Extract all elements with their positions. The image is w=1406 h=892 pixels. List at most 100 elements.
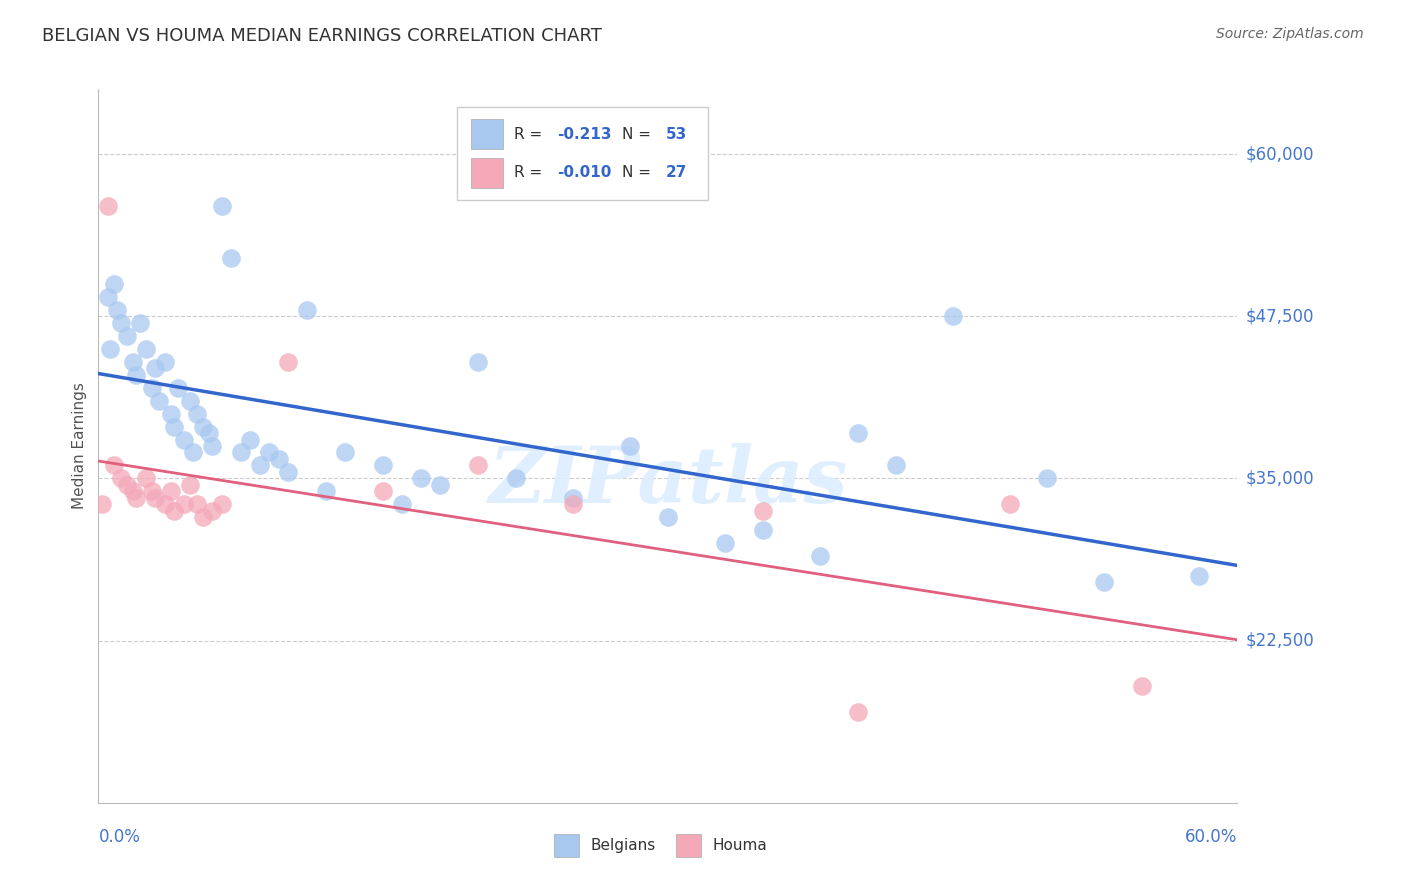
Point bbox=[97, 199, 120, 213]
Point bbox=[121, 484, 143, 499]
Point bbox=[1094, 575, 1116, 590]
Point bbox=[115, 328, 138, 343]
Point bbox=[201, 504, 224, 518]
Text: $47,500: $47,500 bbox=[1246, 307, 1315, 326]
Text: Belgians: Belgians bbox=[591, 838, 655, 853]
Point bbox=[91, 497, 114, 511]
Text: -0.213: -0.213 bbox=[557, 127, 612, 142]
Point bbox=[267, 452, 290, 467]
Point bbox=[153, 497, 176, 511]
Text: R =: R = bbox=[515, 165, 547, 180]
Point bbox=[163, 419, 186, 434]
Point bbox=[562, 491, 585, 505]
Point bbox=[110, 471, 132, 485]
Point bbox=[186, 407, 208, 421]
Point bbox=[1036, 471, 1059, 485]
Point bbox=[129, 316, 152, 330]
Point bbox=[121, 354, 143, 368]
Point bbox=[411, 471, 433, 485]
Point bbox=[153, 354, 176, 368]
Point bbox=[191, 419, 214, 434]
Point bbox=[159, 407, 181, 421]
Point bbox=[145, 361, 167, 376]
Point bbox=[657, 510, 679, 524]
Point bbox=[846, 425, 869, 440]
Point bbox=[371, 458, 394, 473]
Text: R =: R = bbox=[515, 127, 547, 142]
Text: 0.0%: 0.0% bbox=[98, 828, 141, 846]
Point bbox=[562, 497, 585, 511]
Point bbox=[371, 484, 394, 499]
Point bbox=[998, 497, 1021, 511]
Text: 27: 27 bbox=[665, 165, 688, 180]
Text: N =: N = bbox=[623, 127, 657, 142]
Point bbox=[125, 491, 148, 505]
Point bbox=[183, 445, 205, 459]
Point bbox=[135, 471, 157, 485]
Point bbox=[846, 705, 869, 719]
Point bbox=[221, 251, 243, 265]
Point bbox=[197, 425, 219, 440]
Point bbox=[391, 497, 413, 511]
Bar bbox=[457, 107, 707, 200]
Point bbox=[335, 445, 357, 459]
Point bbox=[141, 381, 163, 395]
Point bbox=[103, 277, 125, 291]
Point bbox=[249, 458, 271, 473]
Point bbox=[277, 354, 299, 368]
Bar bbox=[676, 834, 700, 857]
Point bbox=[135, 342, 157, 356]
Point bbox=[125, 368, 148, 382]
Point bbox=[315, 484, 337, 499]
Bar bbox=[554, 834, 579, 857]
Point bbox=[297, 302, 319, 317]
Point bbox=[714, 536, 737, 550]
Point bbox=[239, 433, 262, 447]
Text: N =: N = bbox=[623, 165, 657, 180]
Point bbox=[173, 433, 195, 447]
Point bbox=[942, 310, 965, 324]
Text: BELGIAN VS HOUMA MEDIAN EARNINGS CORRELATION CHART: BELGIAN VS HOUMA MEDIAN EARNINGS CORRELA… bbox=[42, 27, 602, 45]
Text: $22,500: $22,500 bbox=[1246, 632, 1315, 649]
Text: $35,000: $35,000 bbox=[1246, 469, 1315, 487]
Point bbox=[148, 393, 170, 408]
Point bbox=[808, 549, 831, 564]
Text: Houma: Houma bbox=[713, 838, 768, 853]
Point bbox=[186, 497, 208, 511]
Point bbox=[429, 478, 451, 492]
Point bbox=[145, 491, 167, 505]
Point bbox=[467, 458, 489, 473]
Bar bbox=[471, 158, 503, 187]
Point bbox=[752, 504, 775, 518]
Point bbox=[107, 302, 129, 317]
Point bbox=[159, 484, 181, 499]
Text: ZIPatlas: ZIPatlas bbox=[488, 443, 848, 520]
Point bbox=[115, 478, 138, 492]
Point bbox=[163, 504, 186, 518]
Point bbox=[259, 445, 281, 459]
Bar bbox=[471, 120, 503, 149]
Point bbox=[98, 342, 121, 356]
Point bbox=[505, 471, 527, 485]
Point bbox=[179, 393, 201, 408]
Point bbox=[619, 439, 641, 453]
Point bbox=[277, 465, 299, 479]
Point bbox=[467, 354, 489, 368]
Text: 60.0%: 60.0% bbox=[1185, 828, 1237, 846]
Point bbox=[110, 316, 132, 330]
Text: Source: ZipAtlas.com: Source: ZipAtlas.com bbox=[1216, 27, 1364, 41]
Point bbox=[752, 524, 775, 538]
Point bbox=[173, 497, 195, 511]
Point bbox=[167, 381, 190, 395]
Point bbox=[211, 199, 233, 213]
Point bbox=[211, 497, 233, 511]
Point bbox=[97, 290, 120, 304]
Point bbox=[141, 484, 163, 499]
Point bbox=[1132, 679, 1154, 693]
Point bbox=[179, 478, 201, 492]
Text: 53: 53 bbox=[665, 127, 686, 142]
Point bbox=[103, 458, 125, 473]
Point bbox=[884, 458, 907, 473]
Point bbox=[1188, 568, 1211, 582]
Point bbox=[201, 439, 224, 453]
